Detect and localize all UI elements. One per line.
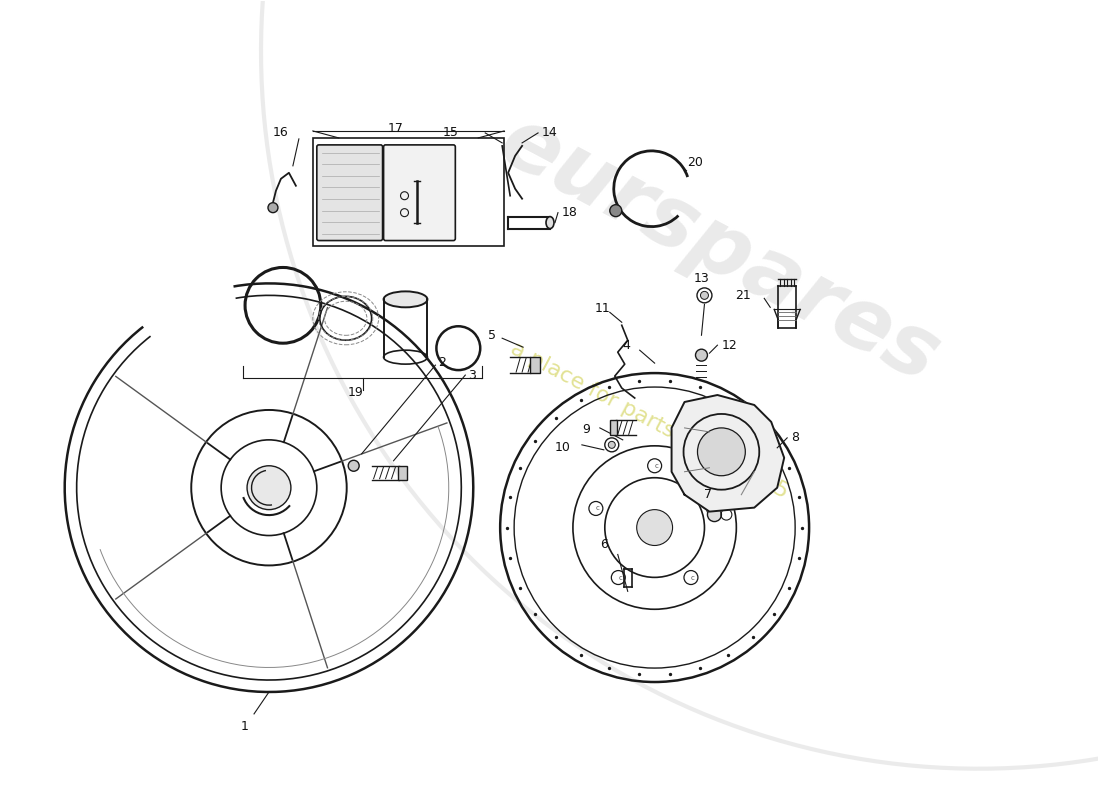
FancyBboxPatch shape: [317, 145, 383, 241]
FancyBboxPatch shape: [384, 145, 455, 241]
Text: 7: 7: [704, 488, 713, 501]
Text: 14: 14: [542, 126, 558, 139]
Text: 18: 18: [562, 206, 578, 219]
Circle shape: [695, 349, 707, 361]
Text: c: c: [691, 574, 695, 581]
Bar: [609, 421, 617, 435]
Text: 9: 9: [582, 423, 590, 436]
Text: a place for parts since 1985: a place for parts since 1985: [507, 338, 792, 502]
Text: 5: 5: [488, 329, 496, 342]
Circle shape: [248, 466, 290, 510]
Text: 15: 15: [442, 126, 459, 139]
Text: eurspares: eurspares: [485, 100, 954, 401]
Text: 12: 12: [722, 338, 737, 352]
Ellipse shape: [384, 291, 428, 307]
Text: 20: 20: [688, 156, 703, 170]
Polygon shape: [672, 395, 784, 512]
Text: 6: 6: [600, 538, 607, 551]
Circle shape: [349, 460, 360, 471]
Text: 3: 3: [469, 369, 476, 382]
Circle shape: [697, 428, 746, 476]
Text: 16: 16: [273, 126, 289, 139]
Text: 19: 19: [348, 386, 364, 398]
Text: c: c: [596, 506, 600, 511]
Circle shape: [608, 442, 615, 448]
Bar: [530, 357, 540, 373]
Circle shape: [637, 510, 672, 546]
Text: 8: 8: [791, 431, 800, 444]
Text: 17: 17: [387, 122, 404, 135]
Bar: [312, 138, 504, 246]
Text: 11: 11: [595, 302, 610, 315]
Text: 2: 2: [439, 356, 447, 369]
Circle shape: [268, 202, 278, 213]
Bar: [397, 466, 407, 480]
Text: 1: 1: [241, 720, 249, 734]
Text: c: c: [618, 574, 623, 581]
Text: 13: 13: [694, 272, 710, 285]
Text: c: c: [654, 462, 659, 469]
Text: 21: 21: [736, 289, 751, 302]
Text: c: c: [714, 506, 717, 511]
Ellipse shape: [546, 217, 554, 229]
Text: 4: 4: [623, 338, 630, 352]
Circle shape: [609, 205, 622, 217]
Text: 10: 10: [556, 442, 571, 454]
Circle shape: [707, 508, 722, 522]
Circle shape: [701, 291, 708, 299]
